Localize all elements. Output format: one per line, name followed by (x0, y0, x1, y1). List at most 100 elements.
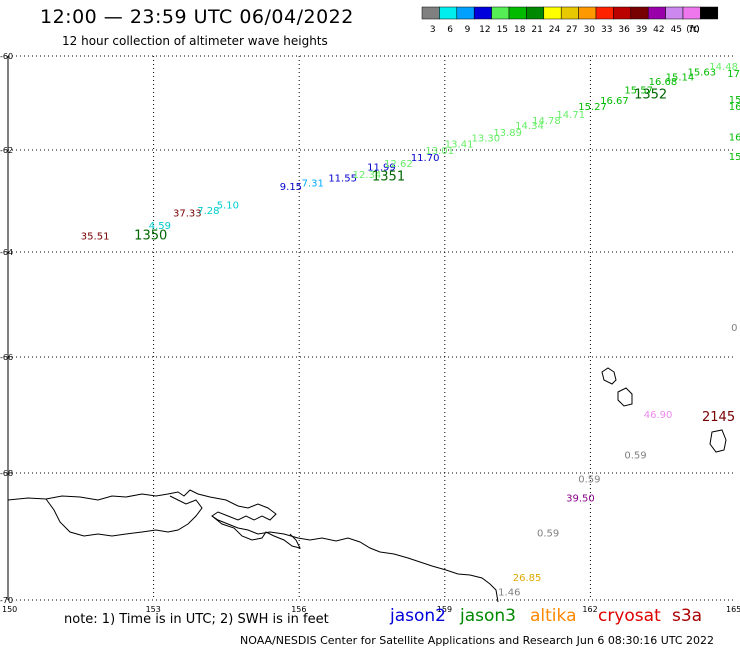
legend-label-10: 33 (601, 25, 612, 35)
swh-value-38: 0 (731, 323, 737, 334)
legend-swatch-6 (526, 6, 545, 20)
map-title: 12:00 — 23:59 UTC 06/04/2022 (40, 6, 354, 28)
swh-value-10: 12.62 (384, 159, 413, 170)
swh-value-0: 35.51 (81, 231, 110, 242)
swh-value-1: 4.59 (149, 221, 171, 232)
legend-unit: (ft) (686, 25, 700, 35)
island-1 (601, 367, 617, 385)
legend-label-14: 45 (671, 25, 682, 35)
legend-swatch-13 (647, 6, 666, 20)
legend-label-13: 42 (653, 25, 664, 35)
swh-value-31: 46.90 (644, 410, 673, 421)
swh-value-17: 14.78 (532, 116, 561, 127)
legend-swatch-16 (700, 6, 719, 20)
swh-value-37: 1.46 (498, 588, 520, 599)
legend-swatch-14 (665, 6, 684, 20)
legend-label-6: 21 (531, 25, 542, 35)
legend-label-5: 18 (514, 25, 526, 35)
swh-value-27: 15.9 (729, 95, 740, 106)
legend-swatch-5 (508, 6, 527, 20)
legend-swatch-0 (421, 6, 440, 20)
swh-value-5: 9.15 (280, 182, 302, 193)
legend-label-2: 9 (465, 25, 471, 35)
lat-tick--62: -62 (0, 146, 13, 155)
satellite-cryosat: cryosat (598, 606, 661, 626)
swh-value-2: 37.33 (173, 208, 202, 219)
coastline (7, 367, 727, 603)
satellite-jason2: jason2 (390, 606, 446, 626)
swh-value-29: 16. (729, 133, 740, 144)
swh-value-19: 15.27 (578, 102, 607, 113)
legend-swatch-1 (439, 6, 458, 20)
swh-value-30: 15 (729, 152, 740, 163)
coast-inlet (211, 515, 301, 549)
swh-value-15: 13.89 (493, 128, 522, 139)
swh-value-9: 11.99 (367, 162, 396, 173)
legend-swatch-7 (543, 6, 562, 20)
swh-value-25: 14.48 (709, 62, 738, 73)
swh-value-8: 12.34 (353, 170, 382, 181)
swh-value-16: 14.34 (515, 121, 544, 132)
legend-label-3: 12 (479, 25, 490, 35)
swh-value-33: 0.59 (578, 475, 600, 486)
swh-value-24: 15.63 (687, 68, 716, 79)
swh-value-36: 26.85 (513, 573, 542, 584)
swh-value-12: 13.01 (425, 146, 454, 157)
swh-value-28: 16. (729, 102, 740, 113)
lon-tick-159: 159 (437, 605, 452, 614)
legend-label-9: 30 (584, 25, 596, 35)
lon-tick-150: 150 (2, 605, 17, 614)
color-legend: 3 6 9 12 15 18 21 24 27 30 33 36 39 42 45 70(ft) (421, 6, 719, 35)
pass-number-2145: 2145 (702, 410, 735, 425)
legend-label-4: 15 (497, 25, 508, 35)
swh-value-35: 0.59 (537, 529, 559, 540)
swh-value-22: 16.68 (649, 77, 678, 88)
swh-value-14: 13.30 (471, 134, 500, 145)
legend-swatch-15 (682, 6, 701, 20)
swh-value-3: 7.28 (197, 206, 219, 217)
pass-number-1352: 1352 (634, 87, 667, 102)
swh-value-32: 0.59 (624, 451, 646, 462)
swh-value-26: 17.44 (727, 69, 740, 80)
legend-label-15: 70 (688, 25, 700, 35)
lat-tick--60: -60 (0, 52, 13, 61)
lon-tick-153: 153 (146, 605, 161, 614)
swh-value-23: 15.14 (666, 72, 695, 83)
lat-tick--66: -66 (0, 353, 13, 362)
legend-label-7: 24 (549, 25, 561, 35)
swh-value-7: 11.55 (328, 174, 357, 185)
lat-tick--68: -68 (0, 469, 13, 478)
lat-tick--64: -64 (0, 248, 13, 257)
swh-value-13: 13.41 (445, 140, 474, 151)
satellite-altika: altika (530, 606, 577, 626)
legend-swatch-12 (630, 6, 649, 20)
lon-tick-165: 165 (726, 605, 740, 614)
footer-credit: NOAA/NESDIS Center for Satellite Applica… (240, 634, 715, 647)
legend-swatch-9 (578, 6, 597, 20)
swh-value-11: 11.70 (411, 153, 440, 164)
lon-tick-156: 156 (291, 605, 306, 614)
legend-swatch-2 (456, 6, 475, 20)
lon-tick-162: 162 (582, 605, 597, 614)
legend-swatch-4 (491, 6, 510, 20)
legend-swatch-11 (613, 6, 632, 20)
legend-label-0: 3 (430, 25, 436, 35)
legend-label-11: 36 (618, 25, 630, 35)
island-2 (617, 387, 633, 407)
swh-value-21: 15.57 (624, 86, 653, 97)
swh-value-6: 7.31 (302, 179, 324, 190)
legend-swatch-8 (560, 6, 579, 20)
swh-value-34: 39.50 (566, 494, 595, 505)
legend-swatch-3 (473, 6, 492, 20)
coast-bay (45, 495, 203, 537)
satellite-jason3: jason3 (460, 606, 516, 626)
map-grid: 150 153 156 159 162 165-60-62-64-66-68-70 (0, 52, 740, 614)
pass-number-1350: 1350 (134, 228, 167, 243)
pass-number-1351: 1351 (372, 170, 405, 185)
island-3 (709, 429, 727, 453)
legend-swatch-10 (595, 6, 614, 20)
legend-label-12: 39 (636, 25, 648, 35)
footer-note: note: 1) Time is in UTC; 2) SWH is in fe… (64, 612, 329, 627)
